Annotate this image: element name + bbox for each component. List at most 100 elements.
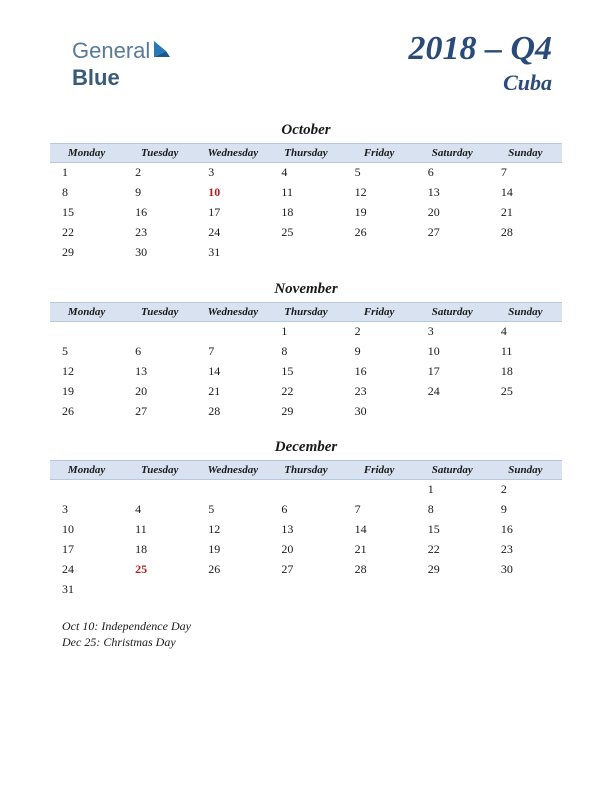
- calendar-cell: 25: [489, 381, 562, 401]
- calendar-row: 567891011: [50, 341, 562, 361]
- weekday-header: Friday: [343, 302, 416, 321]
- calendar-table: MondayTuesdayWednesdayThursdayFridaySatu…: [50, 460, 562, 600]
- calendar-cell: 25: [269, 223, 342, 243]
- calendar-cell: 26: [50, 401, 123, 421]
- calendar-cell: 3: [416, 321, 489, 341]
- calendar-cell: 3: [196, 163, 269, 183]
- calendar-cell: 30: [123, 243, 196, 263]
- calendar-cell: 15: [50, 203, 123, 223]
- calendar-row: 891011121314: [50, 183, 562, 203]
- calendar-cell: 18: [489, 361, 562, 381]
- calendar-cell: 31: [50, 580, 123, 600]
- calendar-cell: 13: [416, 183, 489, 203]
- calendar-row: 17181920212223: [50, 540, 562, 560]
- weekday-header: Sunday: [489, 144, 562, 163]
- calendar-cell: 6: [269, 500, 342, 520]
- calendar-cell: [343, 580, 416, 600]
- calendar-row: 3456789: [50, 500, 562, 520]
- calendar-cell: 12: [50, 361, 123, 381]
- calendar-cell: 12: [196, 520, 269, 540]
- calendar-cell: 5: [196, 500, 269, 520]
- weekday-header: Thursday: [269, 302, 342, 321]
- calendar-table: MondayTuesdayWednesdayThursdayFridaySatu…: [50, 302, 562, 422]
- weekday-header: Tuesday: [123, 461, 196, 480]
- calendar-cell: 27: [269, 560, 342, 580]
- calendar-cell: 1: [416, 480, 489, 500]
- calendar-row: 293031: [50, 243, 562, 263]
- calendar-cell: 22: [50, 223, 123, 243]
- weekday-header: Wednesday: [196, 144, 269, 163]
- calendar-cell: 11: [269, 183, 342, 203]
- calendar-cell: 1: [269, 321, 342, 341]
- calendar-row: 2627282930: [50, 401, 562, 421]
- period-title: 2018 – Q4: [408, 30, 552, 68]
- calendar-cell: [416, 243, 489, 263]
- calendar-cell: 16: [123, 203, 196, 223]
- calendar-cell: 8: [269, 341, 342, 361]
- weekday-header: Thursday: [269, 144, 342, 163]
- calendar-cell: 24: [50, 560, 123, 580]
- calendar-cell: 29: [50, 243, 123, 263]
- calendar-cell: 9: [123, 183, 196, 203]
- logo: General Blue: [72, 38, 172, 91]
- calendar-row: 12131415161718: [50, 361, 562, 381]
- footnote: Oct 10: Independence Day: [62, 618, 562, 635]
- calendar-cell: 15: [269, 361, 342, 381]
- weekday-header: Thursday: [269, 461, 342, 480]
- weekday-header: Sunday: [489, 302, 562, 321]
- calendar-row: 24252627282930: [50, 560, 562, 580]
- calendar-cell: 19: [50, 381, 123, 401]
- calendar-cell: 19: [343, 203, 416, 223]
- calendar-cell: 14: [196, 361, 269, 381]
- calendar-cell: 29: [416, 560, 489, 580]
- calendar-cell: [196, 480, 269, 500]
- calendar-cell: 11: [489, 341, 562, 361]
- calendar-cell: 6: [123, 341, 196, 361]
- month-block: OctoberMondayTuesdayWednesdayThursdayFri…: [50, 122, 562, 263]
- calendar-cell: [50, 321, 123, 341]
- calendar-cell: 17: [50, 540, 123, 560]
- calendar-cell: [123, 321, 196, 341]
- calendar-cell: 24: [196, 223, 269, 243]
- calendar-cell: 30: [343, 401, 416, 421]
- calendar-cell: 17: [196, 203, 269, 223]
- calendar-cell: 17: [416, 361, 489, 381]
- calendar-cell: [343, 243, 416, 263]
- weekday-header: Saturday: [416, 461, 489, 480]
- calendar-cell: 3: [50, 500, 123, 520]
- month-title: November: [50, 281, 562, 298]
- calendar-cell: 14: [489, 183, 562, 203]
- calendar-cell: 9: [489, 500, 562, 520]
- calendar-cell: 20: [416, 203, 489, 223]
- calendar-container: OctoberMondayTuesdayWednesdayThursdayFri…: [50, 122, 562, 600]
- calendar-cell: 12: [343, 183, 416, 203]
- calendar-cell: 22: [269, 381, 342, 401]
- calendar-row: 19202122232425: [50, 381, 562, 401]
- calendar-cell: [196, 580, 269, 600]
- calendar-cell: 23: [489, 540, 562, 560]
- calendar-cell: [269, 243, 342, 263]
- calendar-row: 31: [50, 580, 562, 600]
- calendar-cell: 26: [343, 223, 416, 243]
- calendar-cell: 23: [343, 381, 416, 401]
- calendar-cell: 7: [343, 500, 416, 520]
- calendar-cell: 26: [196, 560, 269, 580]
- calendar-cell: 30: [489, 560, 562, 580]
- calendar-cell: 21: [489, 203, 562, 223]
- calendar-cell: 15: [416, 520, 489, 540]
- month-block: November MondayTuesdayWednesdayThursdayFr…: [50, 281, 562, 422]
- calendar-cell: 4: [489, 321, 562, 341]
- calendar-cell: [416, 580, 489, 600]
- calendar-cell: 4: [123, 500, 196, 520]
- calendar-cell: 25: [123, 560, 196, 580]
- footnote: Dec 25: Christmas Day: [62, 634, 562, 651]
- calendar-cell: 1: [50, 163, 123, 183]
- calendar-cell: 5: [343, 163, 416, 183]
- calendar-cell: 16: [489, 520, 562, 540]
- calendar-cell: [269, 580, 342, 600]
- calendar-cell: 6: [416, 163, 489, 183]
- calendar-row: 15161718192021: [50, 203, 562, 223]
- calendar-cell: [123, 480, 196, 500]
- calendar-cell: 2: [123, 163, 196, 183]
- calendar-table: MondayTuesdayWednesdayThursdayFridaySatu…: [50, 143, 562, 263]
